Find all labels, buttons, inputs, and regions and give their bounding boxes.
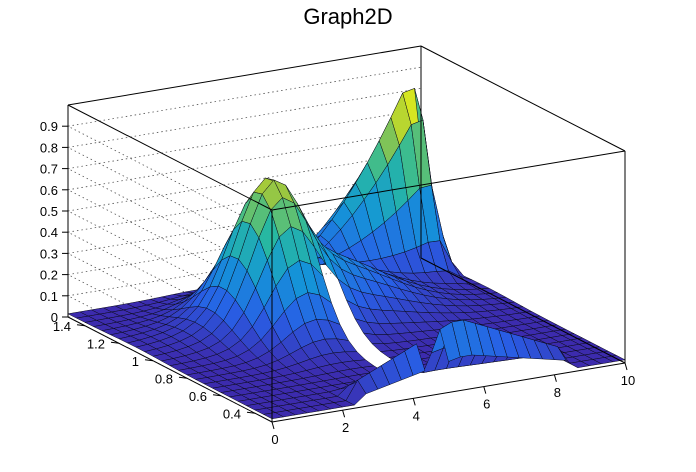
box-edge [271, 150, 626, 211]
x-tick [412, 398, 416, 406]
z-tick-label: 0.5 [40, 204, 58, 219]
x-tick [553, 374, 557, 382]
y-tick-label: 0.4 [223, 406, 241, 421]
z-tick-label: 0.6 [40, 183, 58, 198]
z-tick-label: 0.3 [40, 246, 58, 261]
z-tick-label: 0 [51, 310, 58, 325]
box-edge [271, 362, 626, 423]
y-tick [76, 324, 86, 327]
surface-mesh [67, 87, 626, 420]
z-gridline [66, 130, 422, 296]
z-tick-label: 0.1 [40, 289, 58, 304]
y-tick [212, 394, 222, 397]
surface-cell [404, 343, 426, 376]
z-tick-label: 0.9 [40, 119, 58, 134]
z-gridline [66, 88, 422, 253]
axis-box [67, 45, 626, 423]
y-axis-tick-labels: 0.4 0.6 0.8 1 1.2 1.4 [53, 319, 241, 422]
x-tick-label: 2 [342, 420, 349, 435]
x-tick-label: 10 [621, 373, 635, 388]
z-gridline [66, 66, 422, 232]
y-tick-label: 0.6 [189, 389, 207, 404]
axis-tick-marks [62, 125, 628, 430]
z-tick-label: 0.4 [40, 225, 58, 240]
z-gridline [66, 109, 422, 274]
z-gridline [66, 172, 422, 338]
y-tick [110, 341, 120, 344]
x-tick [483, 386, 487, 394]
x-tick [271, 421, 275, 430]
x-tick-label: 6 [483, 397, 490, 412]
z-axis-tick-labels: 0 0.1 0.2 0.3 0.4 0.5 0.6 0.7 0.8 0.9 [40, 119, 58, 325]
y-tick-label: 1 [132, 354, 139, 369]
chart-title: Graph2D [303, 4, 392, 29]
y-tick-label: 1.2 [87, 336, 105, 351]
y-tick [178, 376, 188, 379]
x-axis-tick-labels: 0 2 4 6 8 10 [271, 373, 635, 447]
z-tick-label: 0.2 [40, 268, 58, 283]
x-tick-label: 4 [413, 408, 420, 423]
z-gridline [66, 151, 422, 317]
y-tick-label: 1.4 [53, 319, 71, 334]
y-tick-label: 0.8 [155, 371, 173, 386]
z-tick-label: 0.7 [40, 162, 58, 177]
y-tick [144, 359, 154, 362]
box-edge [420, 45, 626, 152]
x-tick [624, 362, 628, 371]
x-tick [342, 410, 346, 418]
y-tick [246, 411, 256, 414]
z-tick-label: 0.8 [40, 140, 58, 155]
x-tick-label: 0 [271, 432, 278, 447]
box-edge [420, 257, 626, 364]
box-edge [67, 316, 273, 423]
x-tick-label: 8 [554, 385, 561, 400]
box-edge [67, 45, 422, 106]
box-edge [67, 104, 273, 211]
